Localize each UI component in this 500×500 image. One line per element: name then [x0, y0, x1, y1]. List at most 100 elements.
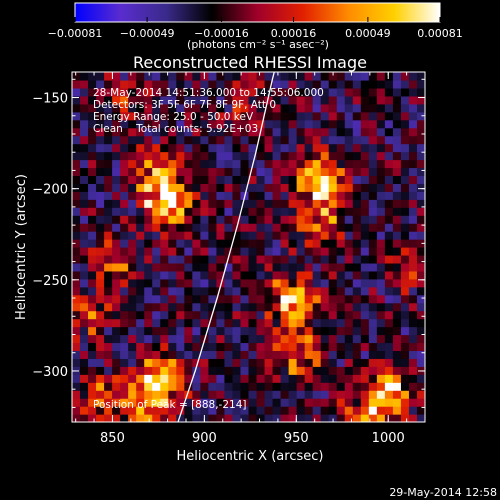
heatmap-cell: [72, 318, 81, 328]
colorbar-tick-label: 0.00081: [417, 27, 463, 40]
heatmap-cell: [208, 294, 218, 304]
heatmap-cell: [312, 127, 322, 137]
heatmap-cell: [280, 239, 290, 248]
heatmap-cell: [408, 159, 418, 169]
heatmap-cell: [168, 223, 177, 232]
heatmap-cell: [320, 135, 330, 145]
heatmap-cell: [328, 95, 338, 105]
heatmap-cell: [208, 167, 218, 177]
heatmap-cell: [408, 310, 418, 320]
heatmap-cell: [344, 103, 354, 113]
heatmap-cell: [264, 398, 274, 407]
heatmap-cell: [312, 239, 322, 248]
heatmap-cell: [320, 72, 330, 81]
heatmap-cell: [120, 127, 129, 137]
heatmap-cell: [272, 358, 282, 367]
heatmap-cell: [360, 270, 370, 280]
heatmap-cell: [176, 239, 185, 248]
heatmap-cell: [288, 366, 298, 375]
heatmap-cell: [408, 350, 418, 359]
heatmap-cell: [216, 350, 226, 359]
heatmap-cell: [336, 350, 346, 359]
heatmap-cell: [392, 350, 402, 359]
heatmap-cell: [408, 334, 418, 344]
heatmap-cell: [280, 79, 290, 89]
heatmap-cell: [392, 199, 402, 208]
heatmap-cell: [200, 191, 209, 200]
heatmap-cell: [224, 286, 234, 296]
heatmap-cell: [232, 175, 242, 184]
heatmap-cell: [72, 326, 81, 336]
heatmap-cell: [264, 406, 274, 415]
heatmap-cell: [88, 79, 97, 89]
heatmap-cell: [304, 270, 314, 280]
heatmap-cell: [368, 175, 378, 184]
heatmap-cell: [136, 262, 145, 272]
heatmap-cell: [192, 127, 201, 137]
heatmap-cell: [352, 310, 362, 320]
heatmap-cell: [408, 262, 418, 272]
heatmap-cell: [248, 382, 258, 391]
heatmap-cell: [88, 103, 97, 113]
heatmap-cell: [312, 119, 322, 129]
heatmap-cell: [200, 199, 209, 208]
heatmap-cell: [176, 143, 185, 153]
heatmap-cell: [288, 247, 298, 256]
heatmap-cell: [120, 350, 129, 359]
heatmap-cell: [216, 72, 226, 81]
heatmap-cell: [248, 414, 258, 422]
heatmap-cell: [400, 382, 410, 391]
heatmap-cell: [408, 79, 418, 89]
heatmap-cell: [200, 127, 209, 137]
heatmap-cell: [104, 127, 113, 137]
heatmap-cell: [264, 382, 274, 391]
heatmap-cell: [336, 119, 346, 129]
heatmap-cell: [264, 167, 274, 177]
heatmap-cell: [128, 398, 137, 407]
heatmap-cell: [216, 183, 226, 192]
heatmap-cell: [392, 135, 402, 145]
heatmap-cell: [224, 294, 234, 304]
heatmap-cell: [320, 95, 330, 105]
heatmap-cell: [248, 151, 258, 161]
heatmap-cell: [144, 374, 153, 383]
heatmap-cell: [264, 159, 274, 169]
heatmap-cell: [168, 350, 177, 359]
heatmap-cell: [344, 87, 354, 97]
heatmap-cell: [256, 79, 266, 89]
heatmap-cell: [200, 79, 209, 89]
heatmap-cell: [312, 143, 322, 153]
heatmap-cell: [376, 111, 386, 121]
heatmap-cell: [88, 87, 97, 97]
heatmap-cell: [392, 127, 402, 137]
heatmap-cell: [232, 199, 242, 208]
solar-limb-line: [177, 72, 275, 422]
heatmap-cell: [240, 215, 250, 224]
heatmap-cell: [392, 398, 402, 407]
heatmap-cell: [208, 398, 218, 407]
colorbar-tick-label: −0.00081: [48, 27, 103, 40]
heatmap-cell: [224, 350, 234, 359]
heatmap-cell: [376, 183, 386, 192]
heatmap-cell: [200, 223, 209, 232]
colorbar: −0.00081 −0.00049 −0.00016 0.00016 0.00049 0.…: [48, 2, 463, 51]
heatmap-cell: [320, 143, 330, 153]
heatmap-cell: [200, 374, 209, 383]
heatmap-cell: [416, 127, 425, 137]
heatmap-cell: [96, 278, 105, 288]
heatmap-cell: [168, 310, 177, 320]
heatmap-cell: [208, 254, 218, 264]
heatmap-cell: [264, 239, 274, 248]
heatmap-cell: [280, 382, 290, 391]
heatmap-cell: [328, 223, 338, 232]
heatmap-cell: [120, 390, 129, 399]
x-tick-label: 950: [284, 431, 309, 446]
heatmap-cell: [384, 247, 394, 256]
heatmap-cell: [408, 278, 418, 288]
heatmap-cell: [384, 414, 394, 422]
heatmap-cell: [88, 278, 97, 288]
heatmap-cell: [344, 382, 354, 391]
heatmap-cell: [368, 135, 378, 145]
heatmap-cell: [296, 223, 306, 232]
heatmap-cell: [416, 254, 425, 264]
